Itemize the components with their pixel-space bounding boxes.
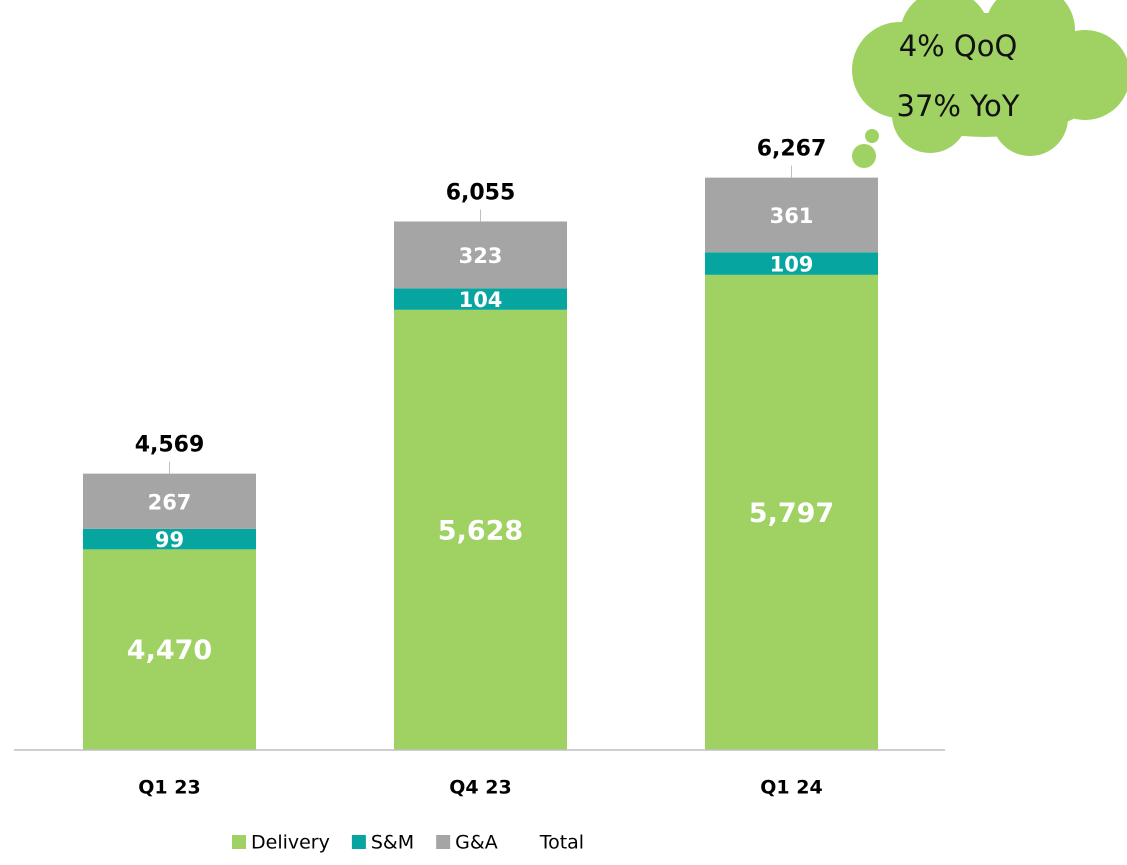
bar-segment [705, 252, 878, 275]
annotation: 37% YoY [897, 89, 1020, 123]
bar-segment [705, 177, 878, 253]
bar-segment [83, 549, 256, 750]
data-label: 104 [459, 288, 503, 312]
data-label: 5,797 [749, 498, 834, 529]
x-tick-label: Q1 23 [138, 777, 200, 799]
legend-label: S&M [371, 832, 414, 854]
callout-cloud [852, 0, 1127, 168]
annotation: 4% QoQ [899, 29, 1018, 63]
bar-segment [394, 309, 567, 750]
x-tick-label: Q1 24 [760, 777, 822, 799]
total-label: 6,267 [757, 137, 827, 162]
bar-segment [394, 288, 567, 310]
bar-segment [394, 221, 567, 289]
data-label: 323 [459, 244, 503, 268]
legend-label: Total [539, 832, 584, 854]
legend-swatch [232, 835, 246, 849]
total-label: 4,569 [135, 433, 205, 458]
data-label: 4,470 [127, 635, 212, 666]
legend-label: Delivery [251, 832, 330, 854]
legend-swatch [436, 835, 451, 849]
bar-segment [83, 528, 256, 550]
data-label: 5,628 [438, 515, 523, 546]
bar-segment [83, 473, 256, 529]
legend-label: G&A [455, 832, 498, 854]
x-tick-label: Q4 23 [449, 777, 511, 799]
legend-swatch [351, 835, 366, 849]
data-label: 361 [770, 204, 814, 228]
data-label: 99 [155, 528, 184, 552]
bar-segment [705, 274, 878, 750]
data-label: 267 [148, 490, 192, 514]
data-label: 109 [770, 253, 814, 277]
total-label: 6,055 [446, 180, 516, 205]
